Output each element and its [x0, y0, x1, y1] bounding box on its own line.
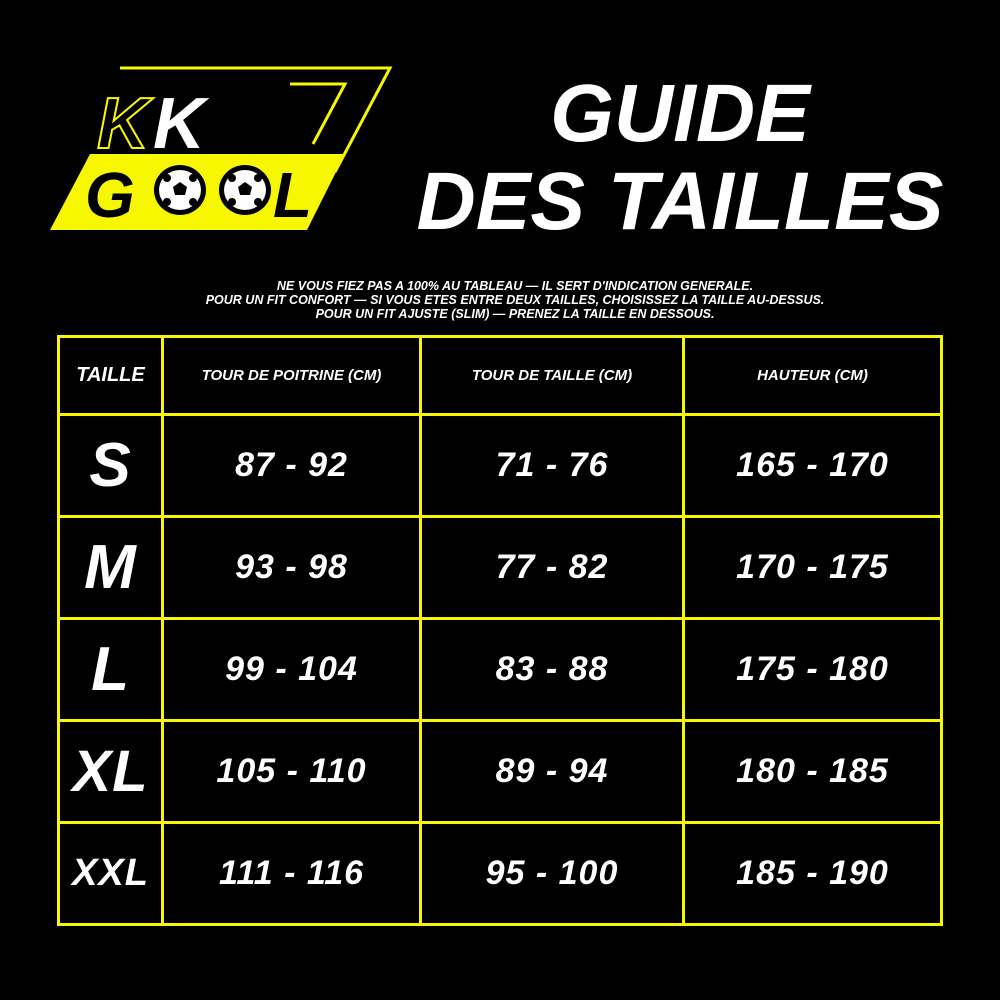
svg-text:G: G	[85, 159, 135, 231]
waist-cell: 95 - 100	[419, 821, 685, 926]
page-title: GUIDE DES TAILLES	[400, 70, 960, 246]
note-line: NE VOUS FIEZ PAS A 100% AU TABLEAU — IL …	[276, 279, 754, 293]
chest-cell: 87 - 92	[161, 413, 422, 518]
table-header-row: TAILLE TOUR DE POITRINE (CM) TOUR DE TAI…	[57, 335, 943, 416]
height-cell: 185 - 190	[682, 821, 943, 926]
soccer-ball-icon	[154, 165, 206, 215]
size-notes: NE VOUS FIEZ PAS A 100% AU TABLEAU — IL …	[80, 279, 950, 321]
height-cell: 170 - 175	[682, 515, 943, 620]
size-cell: S	[57, 413, 164, 518]
chest-cell: 111 - 116	[161, 821, 422, 926]
svg-text:K: K	[153, 84, 210, 164]
header-waist: TOUR DE TAILLE (CM)	[419, 335, 685, 416]
table-row: XXL 111 - 116 95 - 100 185 - 190	[57, 821, 943, 926]
table-row: S 87 - 92 71 - 76 165 - 170	[57, 413, 943, 518]
waist-cell: 89 - 94	[419, 719, 685, 824]
title-line-2: DES TAILLES	[416, 156, 944, 247]
size-cell: XL	[57, 719, 164, 824]
svg-text:K: K	[97, 84, 154, 164]
chest-cell: 105 - 110	[161, 719, 422, 824]
title-line-1: GUIDE	[550, 68, 810, 159]
height-cell: 175 - 180	[682, 617, 943, 722]
waist-cell: 77 - 82	[419, 515, 685, 620]
chest-cell: 99 - 104	[161, 617, 422, 722]
header-taille: TAILLE	[57, 335, 164, 416]
size-cell: XXL	[57, 821, 164, 926]
soccer-ball-icon	[219, 165, 271, 215]
table-row: L 99 - 104 83 - 88 175 - 180	[57, 617, 943, 722]
table-row: XL 105 - 110 89 - 94 180 - 185	[57, 719, 943, 824]
kkgool-logo: K K G L	[50, 66, 393, 231]
size-cell: M	[57, 515, 164, 620]
header-chest: TOUR DE POITRINE (CM)	[161, 335, 422, 416]
height-cell: 165 - 170	[682, 413, 943, 518]
note-line: POUR UN FIT AJUSTE (SLIM) — PRENEZ LA TA…	[315, 307, 715, 321]
size-cell: L	[57, 617, 164, 722]
header-height: HAUTEUR (CM)	[682, 335, 943, 416]
size-table: TAILLE TOUR DE POITRINE (CM) TOUR DE TAI…	[57, 335, 943, 926]
height-cell: 180 - 185	[682, 719, 943, 824]
chest-cell: 93 - 98	[161, 515, 422, 620]
waist-cell: 71 - 76	[419, 413, 685, 518]
table-row: M 93 - 98 77 - 82 170 - 175	[57, 515, 943, 620]
note-line: POUR UN FIT CONFORT — SI VOUS ETES ENTRE…	[205, 293, 825, 307]
svg-text:L: L	[273, 159, 312, 231]
waist-cell: 83 - 88	[419, 617, 685, 722]
